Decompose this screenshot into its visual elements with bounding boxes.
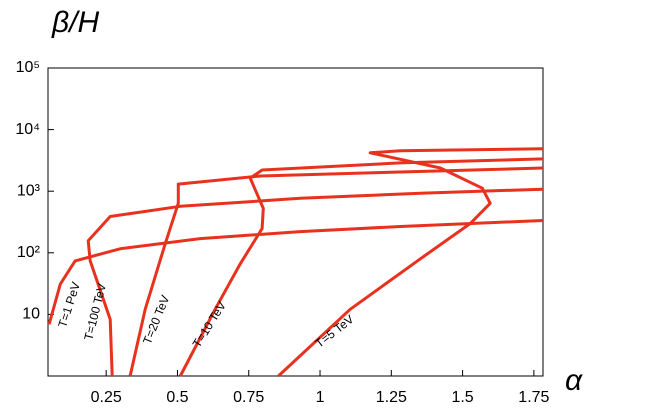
- curve: [128, 166, 544, 377]
- y-tick-label: 10²: [17, 244, 41, 261]
- x-tick-label: 1.25: [376, 389, 407, 406]
- y-tick-label: 10: [22, 306, 40, 323]
- x-axis-label: α: [565, 364, 583, 397]
- curve-label: T=20 TeV: [140, 293, 172, 346]
- curve-label: T=100 TeV: [81, 282, 109, 342]
- y-tick-label: 10⁵: [16, 59, 40, 76]
- x-tick-label: 0.5: [166, 389, 188, 406]
- curve: [86, 187, 544, 377]
- curve-label: T=5 TeV: [313, 312, 357, 351]
- x-tick-label: 0.25: [91, 389, 122, 406]
- curve: [47, 219, 544, 325]
- x-tick-label: 1.75: [518, 389, 549, 406]
- y-tick-label: 10³: [17, 182, 41, 199]
- x-tick-label: 1.5: [451, 389, 473, 406]
- curve: [277, 147, 544, 378]
- x-tick-label: 1: [316, 389, 325, 406]
- y-axis-label: β/H: [51, 6, 99, 39]
- curve: [178, 157, 544, 377]
- plot-frame: [47, 67, 544, 377]
- curve-label: T=10 TeV: [190, 299, 229, 350]
- x-tick-label: 0.75: [233, 389, 264, 406]
- y-tick-label: 10⁴: [15, 121, 40, 138]
